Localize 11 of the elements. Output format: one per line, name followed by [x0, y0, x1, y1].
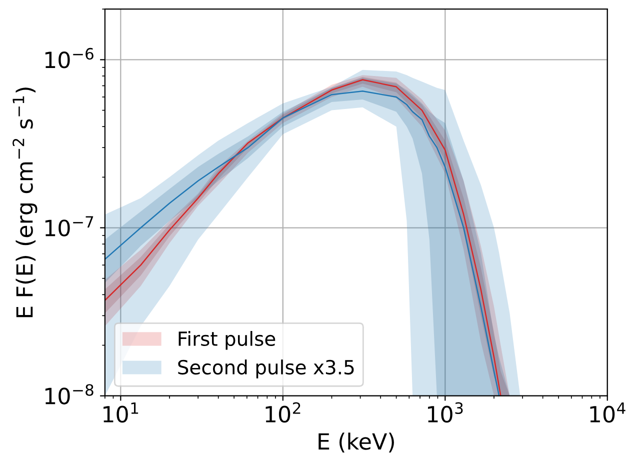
x-tick-label: 10$^{1}$: [104, 402, 138, 423]
y-axis-title: E F(E) (erg cm$^{−2}$ s$^{−1}$): [12, 88, 38, 318]
y-tick-label: 10$^{−7}$: [45, 216, 94, 236]
x-tick-label: 10$^{3}$: [428, 402, 463, 423]
y-tick-label: 10$^{−8}$: [45, 384, 94, 404]
legend-label: Second pulse x3.5: [178, 360, 354, 378]
x-axis-title: E (keV): [318, 432, 394, 452]
x-tick-label: 10$^{2}$: [266, 402, 300, 423]
y-tick-label: 10$^{−6}$: [45, 48, 94, 68]
legend-label: First pulse: [178, 330, 276, 350]
x-tick-label: 10$^{4}$: [590, 402, 626, 423]
